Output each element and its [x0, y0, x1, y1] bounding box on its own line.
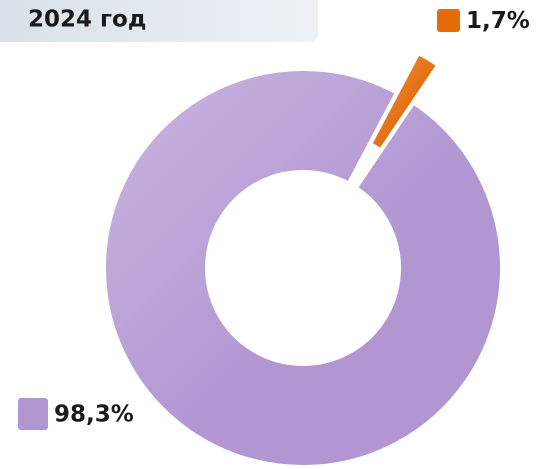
slice-shade	[104, 69, 501, 466]
slice-shade	[371, 54, 437, 149]
chart-title: 2024 год	[28, 7, 146, 33]
title-box	[0, 0, 318, 42]
legend-swatch	[18, 398, 48, 430]
legend-swatch	[437, 9, 460, 32]
data-label: 98,3%	[54, 402, 134, 428]
data-label: 1,7%	[466, 8, 530, 34]
